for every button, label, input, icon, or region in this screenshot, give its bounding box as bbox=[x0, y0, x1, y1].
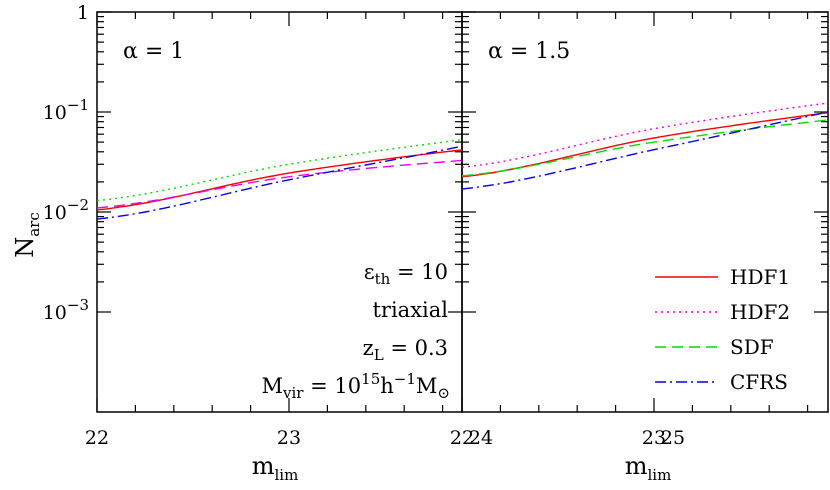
series-line-cfrs-panel-2 bbox=[462, 111, 828, 190]
x-axis-label-sub-left: lim bbox=[274, 466, 298, 484]
legend-label-hdf1: HDF1 bbox=[730, 265, 790, 289]
annotation-mass-m: M bbox=[416, 374, 438, 398]
axes-layer: 2223242522232425110−110−210−3 bbox=[43, 2, 829, 449]
y-tick-label: 10−1 bbox=[43, 96, 89, 124]
y-tick-label: 1 bbox=[77, 2, 89, 24]
y-axis-title: Narc bbox=[11, 212, 43, 258]
legend-label-sdf: SDF bbox=[730, 335, 774, 359]
x-tick-label: 23 bbox=[642, 427, 666, 449]
series-layer bbox=[97, 102, 828, 220]
annotation-epsilon-sub: th bbox=[375, 270, 391, 288]
y-tick-label: 10−2 bbox=[43, 196, 89, 224]
series-line-hdf1-panel-1 bbox=[97, 149, 462, 211]
legend-label-hdf2: HDF2 bbox=[730, 300, 790, 324]
x-axis-label-main-left: m bbox=[252, 452, 275, 480]
series-line-sdf-panel-2 bbox=[462, 119, 828, 177]
x-axis-label-sub-right: lim bbox=[647, 466, 671, 484]
annotation-mass: Mvir = 1015h−1M⊙ bbox=[262, 370, 450, 402]
y-tick-label: 10−3 bbox=[43, 296, 89, 324]
annotation-mass-exp: 15 bbox=[361, 370, 380, 388]
annotation-redshift-value: = 0.3 bbox=[384, 336, 448, 360]
x-axis-title-right: mlim bbox=[625, 452, 672, 484]
x-tick-label: 22 bbox=[450, 427, 474, 449]
series-line-cfrs-panel-1 bbox=[97, 145, 462, 220]
panel-label-right: α = 1.5 bbox=[488, 39, 570, 64]
x-axis-title-left: mlim bbox=[252, 452, 299, 484]
x-tick-label: 24 bbox=[469, 427, 493, 449]
annotation-shape: triaxial bbox=[372, 298, 448, 322]
annotation-redshift-main: z bbox=[363, 336, 374, 360]
annotation-mass-sun: ⊙ bbox=[437, 384, 450, 402]
x-tick-label: 23 bbox=[277, 427, 301, 449]
x-axis-label-main-right: m bbox=[625, 452, 648, 480]
annotation-redshift-sub: L bbox=[374, 346, 384, 364]
y-axis-label-sub: arc bbox=[25, 212, 43, 237]
legend-label-cfrs: CFRS bbox=[730, 370, 788, 394]
y-axis-label-main: N bbox=[11, 237, 39, 258]
series-line-hdf2-panel-1 bbox=[97, 159, 462, 209]
series-line-hdf2-panel-2 bbox=[462, 102, 828, 168]
annotation-epsilon-main: ε bbox=[364, 260, 375, 284]
annotation-epsilon: εth = 10 bbox=[364, 260, 448, 288]
annotation-mass-sub: vir bbox=[282, 384, 304, 402]
annotation-mass-h: h bbox=[380, 374, 394, 398]
annotation-mass-main: M bbox=[262, 374, 284, 398]
annotation-redshift: zL = 0.3 bbox=[363, 336, 448, 364]
series-line-hdf1-panel-2 bbox=[462, 111, 828, 178]
panel-label-left: α = 1 bbox=[123, 39, 184, 64]
legend: HDF1 HDF2 SDF CFRS bbox=[655, 265, 790, 394]
x-tick-label: 25 bbox=[661, 427, 685, 449]
x-tick-label: 22 bbox=[85, 427, 109, 449]
annotation-mass-eq: = 10 bbox=[303, 374, 361, 398]
annotation-mass-hexp: −1 bbox=[394, 370, 416, 388]
annotation-epsilon-value: = 10 bbox=[390, 260, 448, 284]
